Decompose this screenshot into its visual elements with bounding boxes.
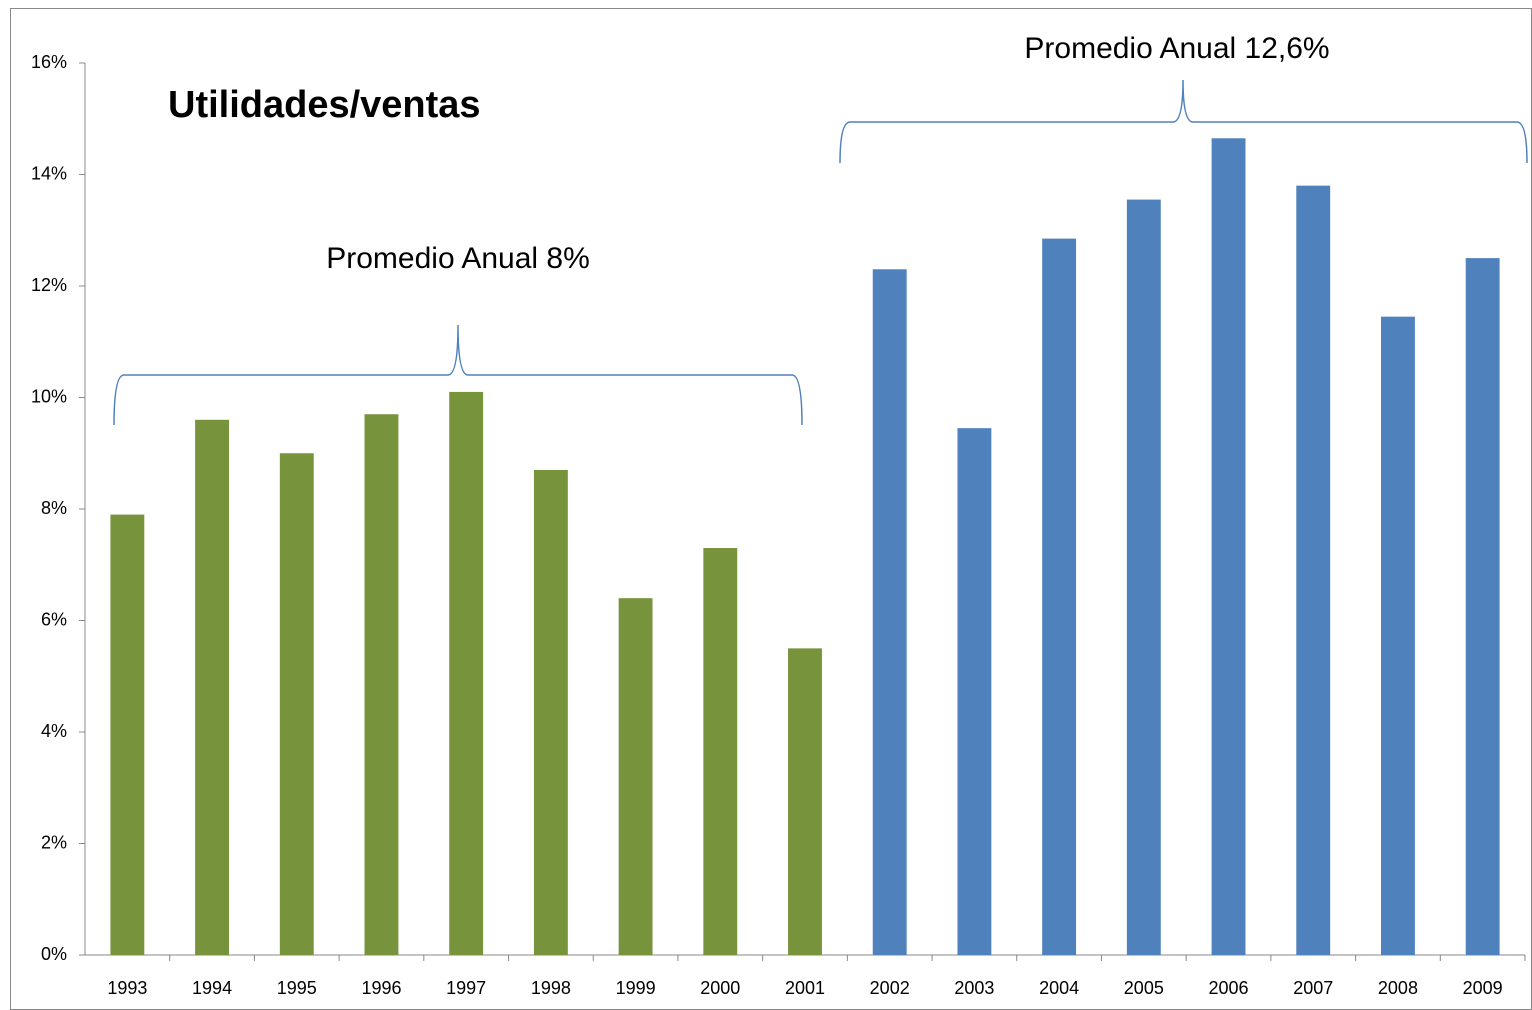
x-tick-label: 2006: [1209, 978, 1249, 998]
bar: [872, 269, 907, 955]
x-tick-label: 1995: [277, 978, 317, 998]
bar: [957, 428, 992, 956]
bar: [364, 414, 399, 956]
y-tick-label: 8%: [41, 498, 67, 518]
y-tick-label: 12%: [31, 275, 67, 295]
bar: [110, 514, 145, 955]
y-tick-label: 6%: [41, 609, 67, 629]
brace: [839, 79, 1528, 164]
y-tick-label: 14%: [31, 163, 67, 183]
bar: [195, 419, 229, 955]
x-tick-label: 1999: [616, 978, 656, 998]
x-tick-label: 1997: [446, 978, 486, 998]
bar: [1126, 199, 1161, 955]
bar: [279, 453, 314, 955]
bar: [618, 598, 653, 955]
bar: [1465, 258, 1500, 955]
chart-title: Utilidades/ventas: [168, 84, 481, 126]
x-tick-label: 2002: [870, 978, 910, 998]
x-tick-label: 2008: [1378, 978, 1418, 998]
x-tick-label: 1996: [361, 978, 401, 998]
bar: [703, 548, 738, 955]
bar: [533, 469, 568, 955]
x-tick-label: 1998: [531, 978, 571, 998]
bar: [788, 648, 822, 955]
x-tick-label: 2003: [954, 978, 994, 998]
bar: [1381, 316, 1415, 956]
x-tick-label: 1993: [107, 978, 147, 998]
y-tick-label: 16%: [31, 52, 67, 72]
bar: [449, 391, 484, 955]
y-tick-label: 10%: [31, 386, 67, 406]
x-tick-label: 2000: [700, 978, 740, 998]
x-tick-label: 2005: [1124, 978, 1164, 998]
y-tick-label: 0%: [41, 944, 67, 964]
x-tick-label: 2007: [1293, 978, 1333, 998]
x-tick-label: 2009: [1463, 978, 1503, 998]
y-tick-label: 4%: [41, 721, 67, 741]
bar: [1211, 138, 1246, 955]
bar: [1042, 238, 1077, 956]
x-tick-label: 2004: [1039, 978, 1079, 998]
x-tick-label: 1994: [192, 978, 232, 998]
annotation: Promedio Anual 8%: [326, 242, 590, 275]
y-tick-label: 2%: [41, 832, 67, 852]
brace: [113, 324, 803, 426]
x-tick-label: 2001: [785, 978, 825, 998]
annotation: Promedio Anual 12,6%: [1024, 32, 1329, 65]
bar: [1296, 185, 1331, 955]
